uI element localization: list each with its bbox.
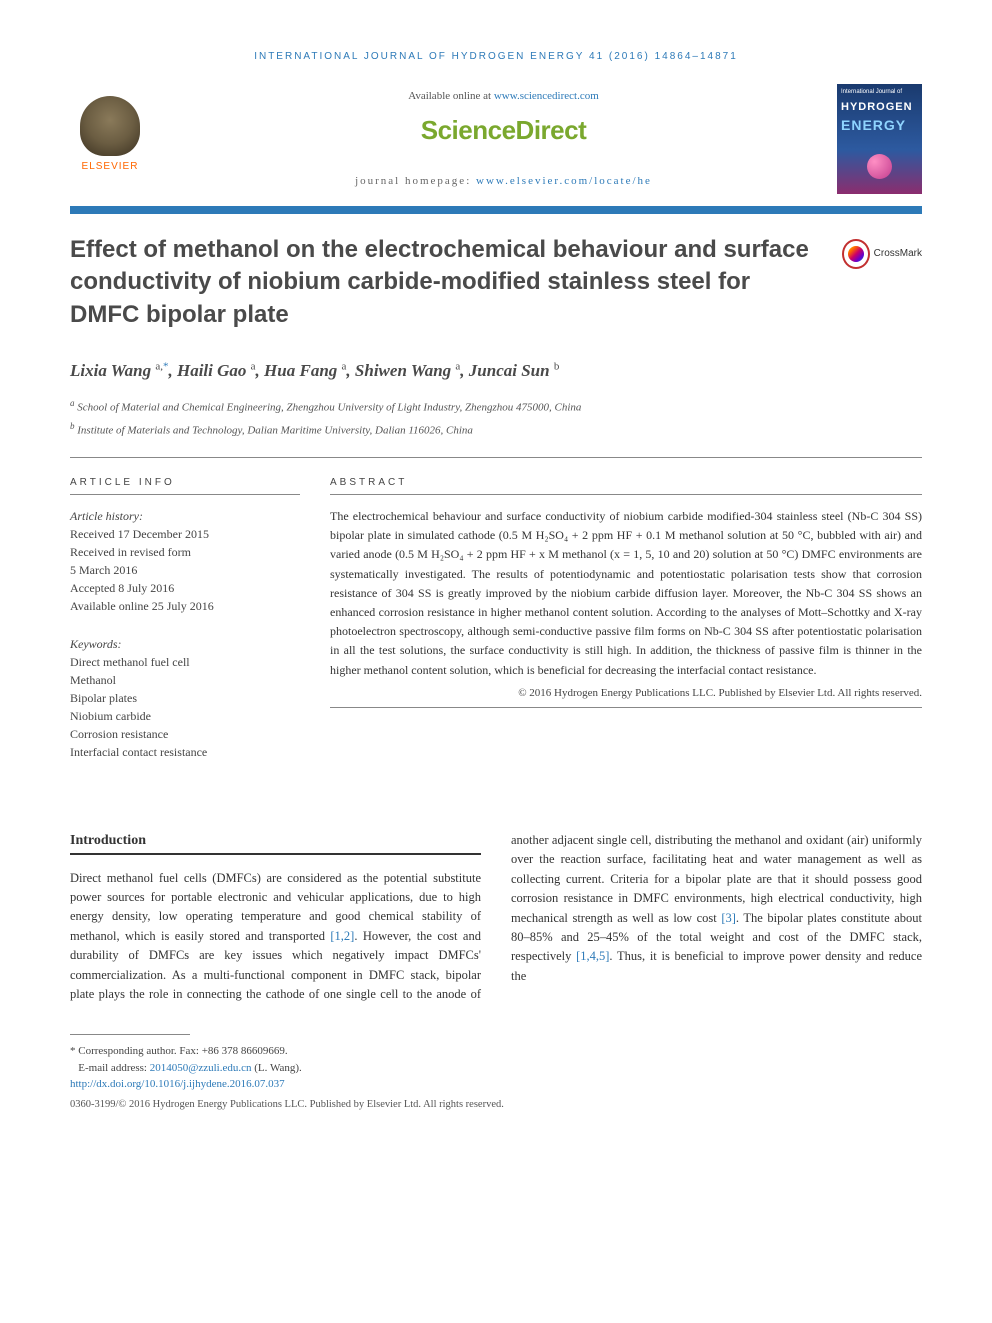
email-line: E-mail address: 2014050@zzuli.edu.cn (L.… (70, 1060, 922, 1077)
separator-bar (70, 206, 922, 214)
article-info-label: ARTICLE INFO (70, 476, 300, 490)
elsevier-label: ELSEVIER (82, 160, 139, 174)
body-columns: Introduction Direct methanol fuel cells … (70, 831, 922, 1004)
crossmark-label: CrossMark (874, 247, 922, 261)
elsevier-tree-icon (80, 96, 140, 156)
history-line: Available online 25 July 2016 (70, 597, 300, 615)
cover-line2: HYDROGEN (837, 100, 922, 115)
article-info-column: ARTICLE INFO Article history: Received 1… (70, 476, 300, 781)
abstract-bottom-rule (330, 707, 922, 708)
abstract-underline (330, 494, 922, 495)
intro-heading: Introduction (70, 831, 481, 851)
keyword: Interfacial contact resistance (70, 743, 300, 761)
article-info-underline (70, 494, 300, 495)
journal-homepage: journal homepage: www.elsevier.com/locat… (170, 174, 837, 189)
sciencedirect-brand: ScienceDirect (170, 112, 837, 148)
email-label: E-mail address: (78, 1062, 149, 1074)
footnotes: * Corresponding author. Fax: +86 378 866… (70, 1043, 922, 1112)
footnote-separator (70, 1034, 190, 1035)
keyword: Direct methanol fuel cell (70, 653, 300, 671)
sciencedirect-url[interactable]: www.sciencedirect.com (494, 90, 599, 102)
doi-link[interactable]: http://dx.doi.org/10.1016/j.ijhydene.201… (70, 1078, 285, 1090)
history-label: Article history: (70, 507, 300, 525)
affiliation-b: b Institute of Materials and Technology,… (70, 420, 922, 439)
title-row: Effect of methanol on the electrochemica… (70, 234, 922, 331)
cover-line1: International Journal of (837, 84, 922, 100)
cover-line3: ENERGY (837, 116, 922, 136)
homepage-url[interactable]: www.elsevier.com/locate/he (476, 175, 652, 187)
keyword: Methanol (70, 671, 300, 689)
keyword: Niobium carbide (70, 707, 300, 725)
keywords-label: Keywords: (70, 635, 300, 653)
history-line: Accepted 8 July 2016 (70, 579, 300, 597)
intro-underline (70, 853, 481, 855)
intro-block: Introduction (70, 831, 481, 855)
email-link[interactable]: 2014050@zzuli.edu.cn (150, 1062, 252, 1074)
affiliation-b-text: Institute of Materials and Technology, D… (77, 425, 473, 437)
crossmark-circle-icon (842, 239, 870, 269)
cover-orb-icon (867, 154, 892, 179)
intro-paragraph: Direct methanol fuel cells (DMFCs) are c… (70, 831, 922, 1004)
affiliation-a: a School of Material and Chemical Engine… (70, 397, 922, 416)
running-header: INTERNATIONAL JOURNAL OF HYDROGEN ENERGY… (70, 50, 922, 64)
info-abstract-row: ARTICLE INFO Article history: Received 1… (70, 476, 922, 781)
crossmark-badge[interactable]: CrossMark (842, 234, 922, 274)
abstract-column: ABSTRACT The electrochemical behaviour a… (330, 476, 922, 781)
history-line: Received in revised form (70, 543, 300, 561)
abstract-copyright: © 2016 Hydrogen Energy Publications LLC.… (330, 686, 922, 701)
footer-copyright: 0360-3199/© 2016 Hydrogen Energy Publica… (70, 1097, 922, 1113)
center-header: Available online at www.sciencedirect.co… (170, 84, 837, 189)
history-line: 5 March 2016 (70, 561, 300, 579)
journal-cover: International Journal of HYDROGEN ENERGY (837, 84, 922, 194)
divider (70, 457, 922, 458)
available-prefix: Available online at (408, 90, 494, 102)
article-title: Effect of methanol on the electrochemica… (70, 234, 842, 331)
keyword: Corrosion resistance (70, 725, 300, 743)
corr-label: * Corresponding author. (70, 1045, 177, 1057)
affiliation-a-text: School of Material and Chemical Engineer… (77, 402, 581, 414)
crossmark-inner-icon (848, 246, 864, 262)
elsevier-logo: ELSEVIER (70, 84, 150, 174)
header-area: ELSEVIER Available online at www.science… (70, 84, 922, 194)
available-online: Available online at www.sciencedirect.co… (170, 89, 837, 104)
corr-fax: Fax: +86 378 86609669. (177, 1045, 288, 1057)
history-line: Received 17 December 2015 (70, 525, 300, 543)
homepage-prefix: journal homepage: (355, 175, 476, 187)
email-suffix: (L. Wang). (252, 1062, 302, 1074)
keywords-block: Keywords: Direct methanol fuel cell Meth… (70, 635, 300, 761)
abstract-label: ABSTRACT (330, 476, 922, 490)
abstract-text: The electrochemical behaviour and surfac… (330, 507, 922, 680)
corresponding-author: * Corresponding author. Fax: +86 378 866… (70, 1043, 922, 1060)
article-history: Article history: Received 17 December 20… (70, 507, 300, 615)
keyword: Bipolar plates (70, 689, 300, 707)
authors: Lixia Wang a,*, Haili Gao a, Hua Fang a,… (70, 359, 922, 383)
